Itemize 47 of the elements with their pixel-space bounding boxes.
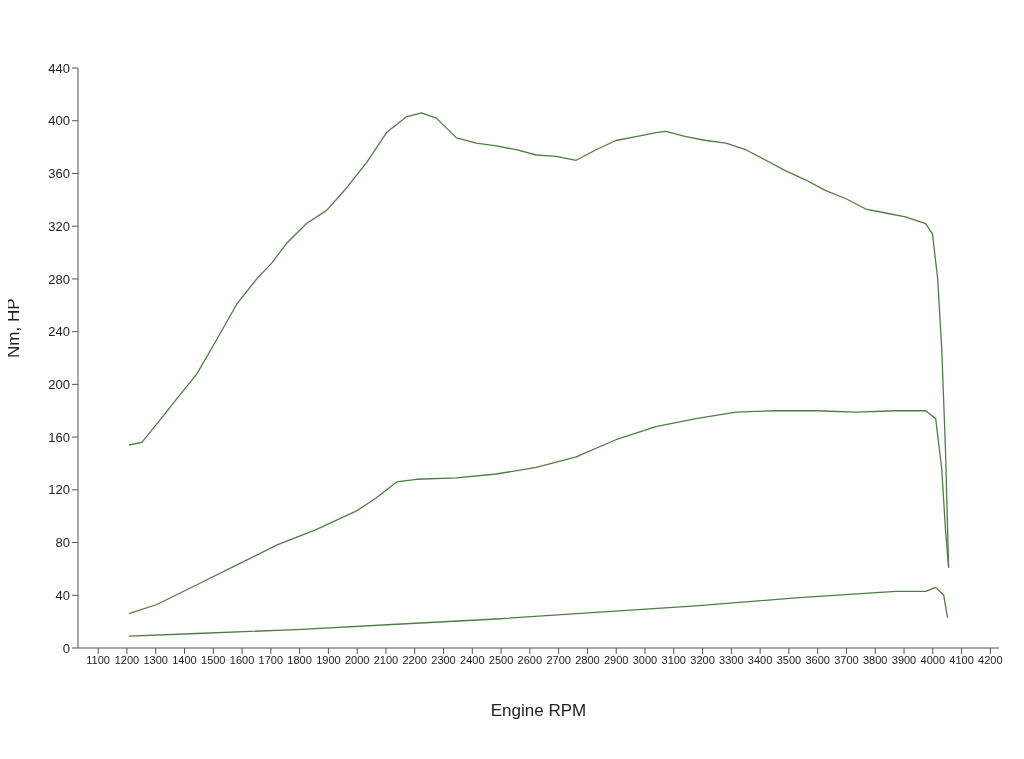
- x-tick-label: 3000: [632, 653, 658, 666]
- y-axis-title: Nm, HP: [4, 298, 24, 358]
- x-tick-label: 4200: [978, 653, 1003, 666]
- y-tick-label: 320: [48, 218, 70, 234]
- y-tick-label: 40: [55, 587, 70, 603]
- x-tick-label: 1600: [229, 653, 255, 666]
- x-tick-label: 1500: [201, 653, 226, 666]
- x-tick-label: 3900: [891, 653, 917, 666]
- x-tick-label: 4000: [920, 653, 946, 666]
- y-tick-label: 400: [48, 113, 70, 129]
- x-tick-label: 2700: [546, 653, 571, 666]
- x-tick-label: 2400: [460, 653, 485, 666]
- y-tick-label: 280: [48, 271, 70, 287]
- x-tick-label: 1900: [316, 653, 341, 666]
- x-tick-label: 1100: [86, 653, 110, 666]
- x-tick-label: 2000: [344, 653, 370, 666]
- x-tick-label: 2500: [488, 653, 514, 666]
- x-tick-label: 2200: [402, 653, 427, 666]
- x-axis-title: Engine RPM: [490, 701, 587, 720]
- x-tick-label: 3700: [834, 653, 859, 666]
- x-tick-label: 1800: [287, 653, 312, 666]
- y-tick-label: 200: [48, 376, 70, 392]
- line-series: [128, 586, 949, 637]
- x-tick-label: 2800: [575, 653, 600, 666]
- y-tick-label: 80: [55, 535, 70, 551]
- x-tick-label: 1400: [172, 653, 197, 666]
- x-tick-label: 3800: [863, 653, 888, 666]
- x-tick-label: 3400: [747, 653, 773, 666]
- x-tick-label: 3200: [690, 653, 715, 666]
- x-tick-label: 4100: [949, 653, 974, 666]
- x-tick-label: 3100: [661, 653, 687, 666]
- x-tick-label: 3500: [776, 653, 802, 666]
- x-tick-label: 1300: [143, 653, 168, 666]
- x-tick-label: 2600: [517, 653, 543, 666]
- y-tick-label: 0: [62, 640, 70, 656]
- y-tick-label: 120: [48, 482, 70, 498]
- x-tick-label: 3600: [805, 653, 830, 666]
- y-tick-label: 240: [48, 324, 70, 340]
- y-tick-label: 440: [48, 60, 70, 76]
- x-tick-label: 2300: [431, 653, 456, 666]
- x-tick-label: 3300: [719, 653, 744, 666]
- y-tick-label: 160: [48, 429, 70, 445]
- x-tick-label: 1200: [114, 653, 140, 666]
- x-tick-label: 1700: [258, 653, 284, 666]
- x-tick-label: 2900: [603, 653, 629, 666]
- y-tick-label: 360: [48, 166, 70, 182]
- x-tick-label: 2100: [373, 653, 399, 666]
